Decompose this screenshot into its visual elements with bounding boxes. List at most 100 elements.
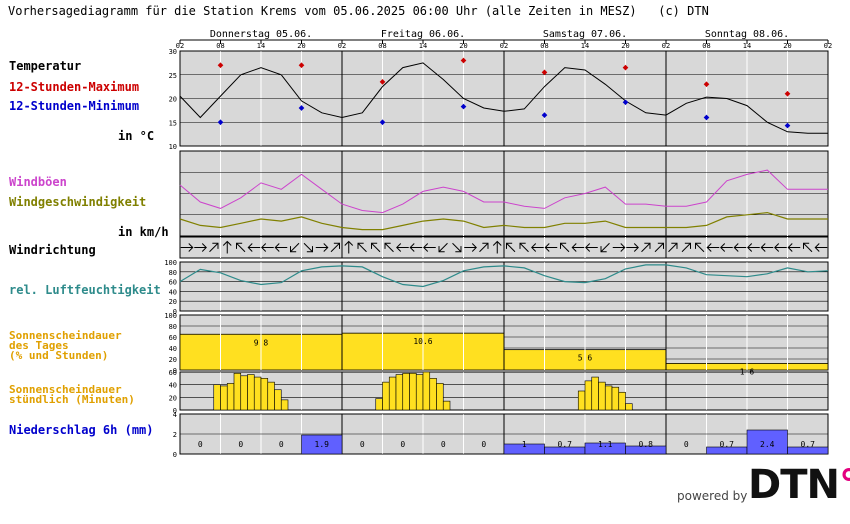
wind-arrow-head	[684, 242, 691, 249]
precip-label: 0	[481, 440, 486, 449]
humidity-line	[179, 264, 829, 288]
tmin-point	[379, 119, 386, 126]
sun-hourly-bar	[591, 376, 599, 411]
wind-arrow	[747, 243, 760, 252]
label-wind-dir: Windrichtung	[9, 243, 96, 257]
precip-label: 1.9	[315, 440, 330, 449]
wind-arrow-head	[438, 246, 445, 253]
sun-hourly-bar	[577, 390, 586, 411]
dtn-logo: DTN°	[748, 462, 850, 508]
tmax-point	[703, 81, 710, 88]
tmin-point	[703, 114, 710, 121]
tmin-point	[541, 112, 548, 118]
precip-label: 0.8	[639, 440, 654, 449]
precip-label: 0	[238, 440, 243, 449]
sun-hourly-bar	[402, 372, 410, 411]
wind-arrow	[641, 242, 651, 253]
precip-label: 0	[360, 440, 365, 449]
precip-label: 0	[400, 440, 405, 449]
label-wind-unit: in km/h	[118, 225, 169, 239]
sun-hourly-bar	[220, 385, 228, 411]
wind-arrow-head	[261, 243, 267, 252]
sun-hourly-bar	[611, 386, 620, 411]
label-gusts: Windböen	[9, 175, 67, 189]
dtn-logo-dot: °	[838, 462, 850, 508]
wind-arrow-head	[506, 242, 513, 249]
tmax-point	[379, 79, 386, 85]
wind-arrow	[681, 242, 691, 253]
y-tick-sunh: 20	[169, 394, 177, 402]
label-humidity: rel. Luftfeuchtigkeit	[9, 283, 161, 297]
wind-arrow-shaft	[695, 242, 705, 253]
y-tick-sunh: 40	[169, 382, 177, 390]
sun-hourly-bar	[382, 381, 390, 411]
wind-arrow-head	[492, 240, 502, 246]
label-sun-hourly-2: stündlich (Minuten)	[9, 393, 135, 406]
wind-arrow	[531, 243, 544, 252]
wind-arrow-head	[787, 243, 793, 252]
sun-hourly-bar	[226, 383, 235, 411]
wind-arrow	[409, 243, 423, 252]
label-sun-daily-2: des Tages	[9, 339, 69, 352]
precip-label: 0	[198, 440, 203, 449]
tmin-point	[460, 103, 467, 110]
wind-arrow-shaft	[357, 242, 367, 253]
wind-arrow-head	[695, 242, 702, 249]
y-tick-sund: 40	[169, 345, 177, 353]
wind-arrow-head	[188, 243, 194, 252]
wind-arrow-shaft	[303, 242, 313, 253]
hour-tick-label: 08	[378, 42, 386, 50]
wind-arrow	[706, 243, 720, 252]
hour-tick-label: 14	[419, 42, 427, 50]
sun-hourly-bar	[395, 374, 404, 411]
day-label: Samstag 07.06.	[543, 29, 627, 40]
day-label: Freitag 06.06.	[381, 29, 465, 40]
wind-arrow	[506, 242, 516, 253]
wind-arrow	[452, 242, 462, 253]
wind-arrow	[519, 242, 529, 253]
hour-tick-label: 02	[662, 42, 670, 50]
wind-arrow-shaft	[560, 242, 570, 253]
precip-bar	[301, 434, 343, 455]
wind-arrow-shaft	[438, 242, 448, 253]
wind-arrow-head	[600, 246, 607, 253]
wind-arrow-shaft	[641, 242, 651, 253]
wind-arrow	[315, 243, 329, 252]
y-tick-temp: 15	[169, 119, 177, 127]
sun-hourly-bar	[388, 376, 397, 411]
tmin-point	[217, 119, 224, 126]
wind-arrow-head	[571, 243, 577, 252]
wind-arrow-shaft	[384, 242, 394, 253]
wind-arrow	[384, 242, 394, 253]
wind-arrow-shaft	[479, 242, 489, 253]
wind-arrow-head	[357, 242, 364, 249]
wind-arrow	[733, 243, 747, 252]
wind-arrow	[571, 243, 585, 252]
wind-arrow-shaft	[668, 242, 678, 253]
sun-hourly-bar	[233, 372, 242, 411]
wind-arrow-shaft	[803, 242, 813, 253]
wind-arrow	[290, 242, 300, 253]
sun-hourly-bar	[260, 378, 269, 411]
wind-arrow	[479, 242, 489, 253]
wind-arrow-head	[236, 242, 243, 249]
y-tick-sund: 60	[169, 334, 177, 342]
wind-arrow	[492, 240, 502, 254]
wind-arrow-head	[212, 242, 219, 249]
hour-tick-label: 02	[824, 42, 832, 50]
hour-tick-label: 08	[702, 42, 710, 50]
gusts-line	[179, 169, 828, 214]
wind-arrow	[626, 243, 639, 252]
sun-hourly-bar	[442, 400, 451, 411]
wind-arrow	[600, 242, 610, 253]
wind-arrow	[330, 242, 340, 253]
tmin-point	[298, 105, 305, 111]
wind-arrow-shaft	[452, 242, 462, 253]
tmax-point	[784, 90, 791, 97]
precip-bar	[625, 445, 667, 455]
wind-arrow	[438, 242, 448, 253]
hour-tick-label: 14	[581, 42, 589, 50]
wind-arrow-head	[620, 243, 626, 252]
y-tick-hum: 100	[164, 259, 177, 267]
wind-arrow-head	[344, 240, 354, 246]
